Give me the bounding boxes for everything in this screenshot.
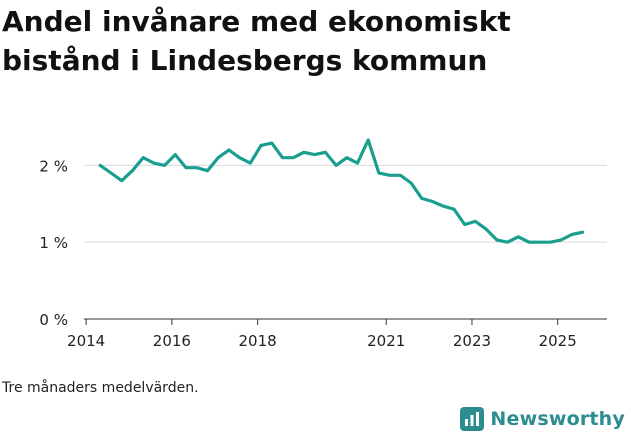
data-point <box>517 235 520 238</box>
data-point <box>399 174 402 177</box>
data-point <box>142 156 145 159</box>
data-point <box>538 241 541 244</box>
data-point <box>367 139 370 142</box>
data-point <box>110 172 113 175</box>
data-point <box>302 151 305 154</box>
newsworthy-logo-icon <box>460 407 485 431</box>
data-point <box>335 164 338 167</box>
y-tick-label: 1 % <box>39 234 68 252</box>
data-point <box>474 220 477 223</box>
y-tick-label: 2 % <box>39 157 68 175</box>
data-point <box>431 200 434 203</box>
data-point <box>495 238 498 241</box>
data-point <box>453 208 456 211</box>
data-point <box>570 233 573 236</box>
x-tick-label: 2016 <box>153 332 191 350</box>
data-point <box>345 156 348 159</box>
data-point <box>152 162 155 165</box>
data-point <box>356 162 359 165</box>
data-point <box>506 241 509 244</box>
data-point <box>324 151 327 154</box>
data-point <box>549 241 552 244</box>
data-point <box>174 153 177 156</box>
data-point <box>249 162 252 165</box>
x-tick-label: 2025 <box>539 332 577 350</box>
data-point <box>463 223 466 226</box>
data-point <box>131 169 134 172</box>
data-point <box>270 142 273 145</box>
y-tick-label: 0 % <box>39 311 68 329</box>
data-point <box>260 144 263 147</box>
data-point <box>99 164 102 167</box>
data-point <box>485 228 488 231</box>
series-line <box>98 138 585 244</box>
x-tick-label: 2021 <box>367 332 405 350</box>
brand-name: Newsworthy <box>490 408 625 430</box>
data-point <box>581 231 584 234</box>
brand-logo[interactable]: Newsworthy <box>460 407 625 431</box>
data-point <box>420 197 423 200</box>
chart-title: Andel invånare med ekonomiskt bistånd i … <box>2 5 511 77</box>
data-point <box>195 166 198 169</box>
data-point <box>377 172 380 175</box>
data-point <box>313 153 316 156</box>
series-layer <box>98 138 585 244</box>
data-point <box>410 182 413 185</box>
data-point <box>292 156 295 159</box>
data-point <box>281 156 284 159</box>
tick-labels: 0 % 1 % 2 % 2014 2016 2018 2021 2023 2025 <box>39 157 576 350</box>
data-point <box>185 166 188 169</box>
x-tick-label: 2018 <box>239 332 277 350</box>
data-point <box>388 174 391 177</box>
chart-caption: Tre månaders medelvärden. <box>2 380 199 396</box>
x-axis <box>84 318 607 325</box>
x-tick-label: 2023 <box>453 332 491 350</box>
data-point <box>206 169 209 172</box>
data-point <box>227 149 230 152</box>
grid-lines <box>84 164 607 243</box>
x-tick-label: 2014 <box>67 332 105 350</box>
data-point <box>163 164 166 167</box>
data-point <box>442 205 445 208</box>
data-point <box>560 238 563 241</box>
data-point <box>217 156 220 159</box>
data-point <box>120 179 123 182</box>
data-point <box>238 156 241 159</box>
data-point <box>528 241 531 244</box>
